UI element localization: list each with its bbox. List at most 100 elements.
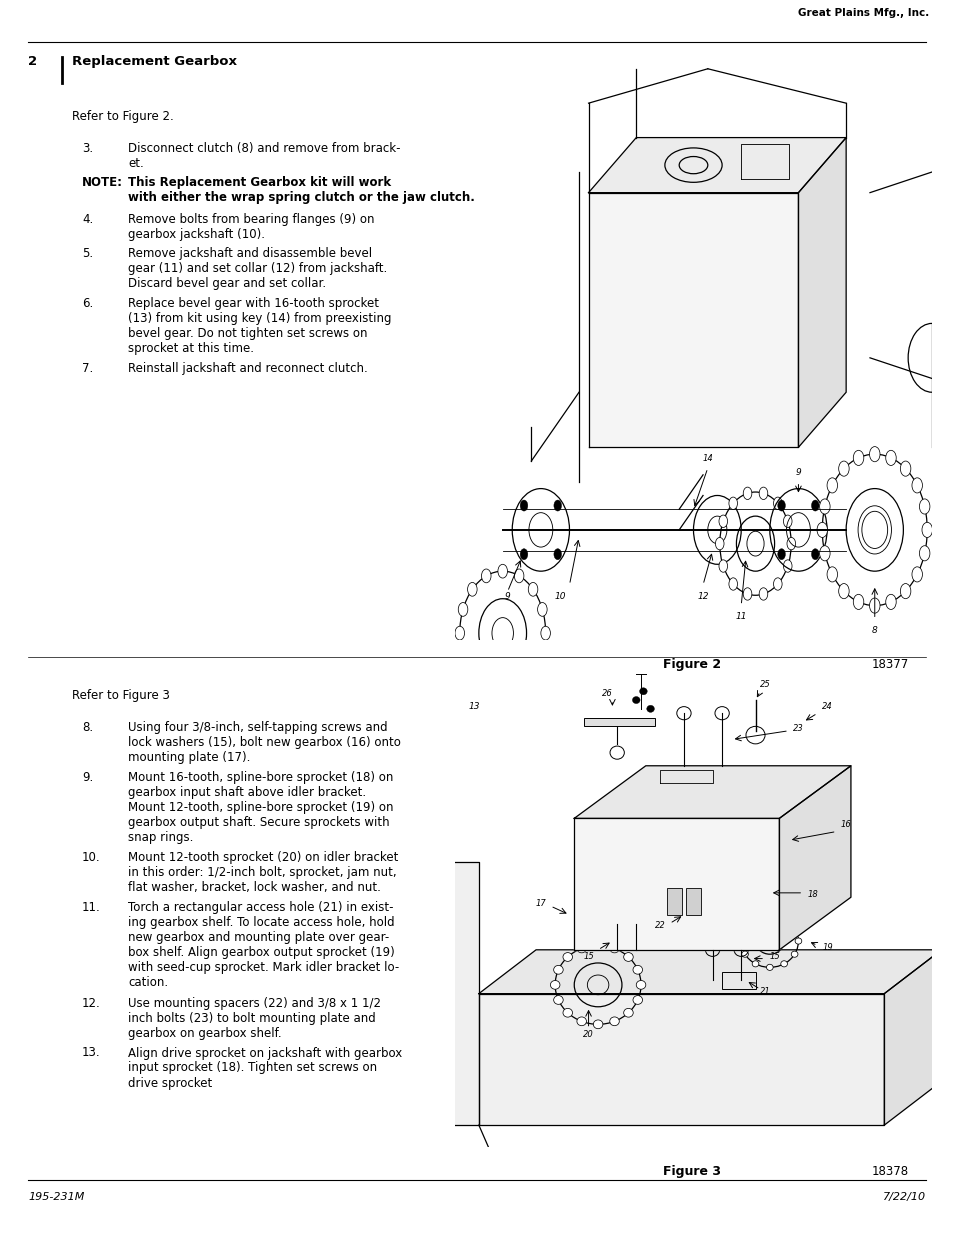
Polygon shape [588,193,798,447]
Circle shape [719,515,727,527]
Circle shape [577,944,586,953]
Circle shape [577,1016,586,1026]
Circle shape [467,671,476,684]
Text: 6.: 6. [82,296,93,310]
Circle shape [756,889,763,897]
Circle shape [514,683,523,698]
Text: 10.: 10. [82,851,100,864]
Circle shape [481,683,491,698]
Text: Great Plains Mfg., Inc.: Great Plains Mfg., Inc. [797,7,928,19]
Text: 7/22/10: 7/22/10 [882,1192,925,1202]
Text: Figure 3: Figure 3 [662,1165,720,1178]
Circle shape [528,583,537,597]
Circle shape [773,498,781,510]
Circle shape [636,981,645,989]
Circle shape [919,546,929,561]
Circle shape [692,876,700,883]
Circle shape [554,548,561,559]
Circle shape [743,914,751,920]
Circle shape [752,876,760,883]
Circle shape [623,1008,633,1018]
Circle shape [715,537,723,550]
Text: Remove bolts from bearing flanges (9) on
gearbox jackshaft (10).: Remove bolts from bearing flanges (9) on… [128,214,375,241]
Circle shape [794,939,801,944]
Circle shape [550,981,559,989]
Text: 21: 21 [759,987,770,995]
Circle shape [467,583,476,597]
Text: 7.: 7. [82,362,93,375]
Text: 12: 12 [697,592,708,600]
Circle shape [819,546,829,561]
Circle shape [457,650,467,663]
Circle shape [780,915,786,921]
Text: Figure 2: Figure 2 [662,658,720,671]
Text: 9: 9 [795,468,801,477]
Circle shape [884,594,895,609]
Text: NOTE:: NOTE: [82,177,123,189]
Text: 12.: 12. [82,997,101,1010]
Circle shape [773,578,781,590]
Circle shape [528,671,537,684]
Bar [666,888,680,915]
Text: 17: 17 [535,899,546,908]
Text: 3.: 3. [82,142,93,156]
Circle shape [609,1016,618,1026]
Text: 18378: 18378 [871,1165,908,1178]
Circle shape [740,925,747,931]
Circle shape [751,961,758,967]
Polygon shape [883,950,941,1125]
Circle shape [759,487,767,499]
Text: 8.: 8. [82,721,93,734]
Circle shape [765,965,772,971]
Circle shape [639,688,646,695]
Text: 10: 10 [554,592,565,600]
Text: Refer to Figure 2.: Refer to Figure 2. [71,110,173,124]
Circle shape [868,598,879,613]
Circle shape [911,567,922,582]
Circle shape [743,866,751,872]
Circle shape [868,447,879,462]
Circle shape [730,919,738,926]
Circle shape [911,478,922,493]
Circle shape [742,588,751,600]
Text: Mount 12-tooth sprocket (20) on idler bracket
in this order: 1/2-inch bolt, spro: Mount 12-tooth sprocket (20) on idler br… [128,851,398,894]
Circle shape [852,451,862,466]
Polygon shape [440,862,478,1125]
Text: Remove jackshaft and disassemble bevel
gear (11) and set collar (12) from jacksh: Remove jackshaft and disassemble bevel g… [128,247,387,290]
Circle shape [742,487,751,499]
Circle shape [819,499,829,514]
Circle shape [790,951,797,957]
Circle shape [751,915,758,921]
Text: Replace bevel gear with 16-tooth sprocket
(13) from kit using key (14) from pree: Replace bevel gear with 16-tooth sprocke… [128,296,391,354]
Text: 22: 22 [654,921,665,930]
Circle shape [919,499,929,514]
Circle shape [884,451,895,466]
Text: 18: 18 [807,890,818,899]
Text: Use mounting spacers (22) and 3/8 x 1 1/2
inch bolts (23) to bolt mounting plate: Use mounting spacers (22) and 3/8 x 1 1/… [128,997,380,1040]
Circle shape [900,584,910,599]
Circle shape [719,559,727,572]
Text: 11.: 11. [82,900,101,914]
Circle shape [777,500,784,511]
Text: Replacement Gearbox: Replacement Gearbox [71,56,236,68]
Text: 26: 26 [601,689,613,698]
Circle shape [900,461,910,477]
Circle shape [481,569,491,583]
Circle shape [519,500,527,511]
Text: 14: 14 [702,454,713,463]
Bar [721,972,755,989]
Circle shape [553,995,562,1004]
Circle shape [497,564,507,578]
Polygon shape [798,137,845,447]
Circle shape [457,603,467,616]
Polygon shape [478,950,941,994]
Circle shape [562,952,572,961]
Text: Refer to Figure 3: Refer to Figure 3 [71,689,170,701]
Polygon shape [574,766,850,819]
Text: Disconnect clutch (8) and remove from brack-
et.: Disconnect clutch (8) and remove from br… [128,142,400,170]
Circle shape [633,966,642,974]
Text: 24: 24 [821,701,832,711]
Polygon shape [478,994,883,1125]
Text: 2: 2 [28,56,37,68]
Text: Align drive sprocket on jackshaft with gearbox
input sprocket (18). Tighten set : Align drive sprocket on jackshaft with g… [128,1046,402,1089]
